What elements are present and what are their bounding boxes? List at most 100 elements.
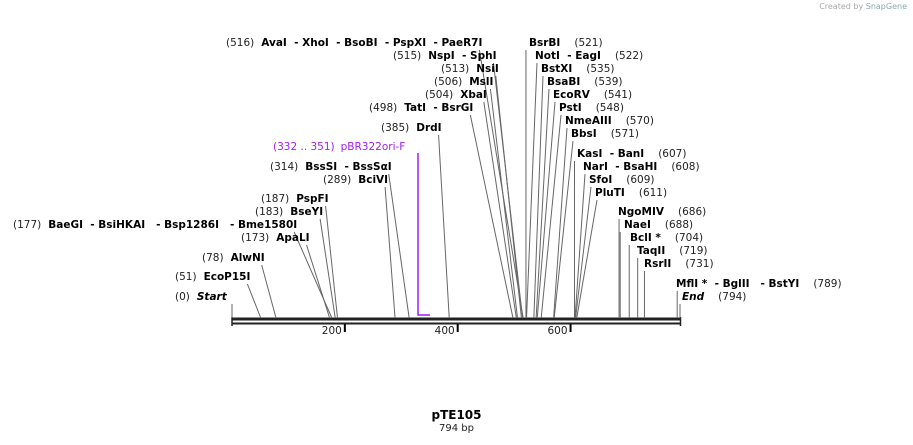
enzyme-names: PluTI [595,187,625,199]
enzyme-names: TatI - BsrGI [404,102,473,114]
site-label[interactable]: (515) NspI - SphI [393,50,496,62]
site-connector [438,134,450,319]
enzyme-names: BclI * [630,232,661,244]
site-label[interactable]: NmeAIII (570) [565,115,654,127]
site-label[interactable]: PluTI (611) [595,187,667,199]
site-label[interactable]: (516) AvaI - XhoI - BsoBI - PspXI - PaeR7… [226,37,482,49]
site-label[interactable]: (513) NsiI [441,63,499,75]
site-label[interactable]: (289) BciVI [323,174,388,186]
enzyme-names: End [682,291,705,303]
restriction-site[interactable]: NmeAIII (570) [553,115,654,319]
enzyme-names: BbsI [571,128,597,140]
restriction-site[interactable]: BbsI (571) [553,128,639,319]
primer-mark[interactable] [417,153,431,316]
restriction-site[interactable]: (385) DrdI [381,122,450,319]
site-label[interactable]: (0) Start [175,291,228,303]
enzyme-names: NspI - SphI [428,50,496,62]
site-position: (570) [626,115,654,127]
restriction-site[interactable]: (516) AvaI - XhoI - BsoBI - PspXI - PaeR7… [226,37,524,319]
site-position: (504) [425,89,453,101]
site-label[interactable]: (187) PspFI [261,193,329,205]
site-label[interactable]: (314) BssSI - BssSαI [270,161,392,173]
restriction-site[interactable]: MflI * - BglII - BstYI (789) [676,278,842,318]
site-position: (704) [675,232,703,244]
site-label[interactable]: (506) MslI [434,76,493,88]
site-label[interactable]: RsrII (731) [644,258,714,270]
site-label[interactable]: PstI (548) [559,102,624,114]
site-label[interactable]: End (794) [682,291,746,303]
site-label[interactable]: (173) ApaLI [241,232,310,244]
enzyme-names: BseYI [290,206,323,218]
restriction-site[interactable]: TaqII (719) [637,245,707,318]
site-position: (522) [615,50,643,62]
enzyme-names: BssSI - BssSαI [305,161,391,173]
site-label[interactable]: NotI - EagI (522) [535,50,643,62]
enzyme-names: BaeGI - BsiHKAI - Bsp1286I - Bme1580I [48,219,297,231]
site-position: (521) [574,37,602,49]
site-label[interactable]: (177) BaeGI - BsiHKAI - Bsp1286I - Bme158… [13,219,297,231]
site-position: (506) [434,76,462,88]
site-label[interactable]: BclI * (704) [630,232,703,244]
site-label[interactable]: EcoRV (541) [553,89,632,101]
site-label[interactable]: MflI * - BglII - BstYI (789) [676,278,842,290]
restriction-site[interactable]: (513) NsiI [441,63,522,319]
restriction-site[interactable]: (504) XbaI [425,89,517,319]
site-label[interactable]: (183) BseYI [255,206,323,218]
site-label[interactable]: (78) AlwNI [202,252,265,264]
restriction-site[interactable]: BclI * (704) [628,232,703,318]
restriction-site[interactable]: RsrII (731) [643,258,714,318]
enzyme-names: MflI * - BglII - BstYI [676,278,799,290]
restriction-site[interactable]: End (794) [679,291,746,318]
primer-label[interactable]: (332 .. 351) pBR322ori-F [273,141,405,153]
restriction-site[interactable]: BsaBI (539) [535,76,622,319]
restriction-site[interactable]: (51) EcoP15I [175,271,262,319]
enzyme-names: AlwNI [231,252,265,264]
enzyme-names: NaeI [624,219,651,231]
restriction-site[interactable]: NarI - BsaHI (608) [574,161,700,319]
site-label[interactable]: (385) DrdI [381,122,442,134]
restriction-site[interactable]: (0) Start [175,291,233,318]
restriction-site[interactable]: SfoI (609) [575,174,655,319]
restriction-site[interactable]: (187) PspFI [261,193,339,319]
site-position: (609) [626,174,654,186]
restriction-site[interactable]: (173) ApaLI [241,232,331,319]
site-label[interactable]: NgoMIV (686) [618,206,706,218]
site-label[interactable]: (498) TatI - BsrGI [369,102,473,114]
site-label[interactable]: TaqII (719) [637,245,707,257]
restriction-site[interactable]: (183) BseYI [255,206,336,319]
enzyme-names: NmeAIII [565,115,612,127]
restriction-site[interactable]: (506) MslI [434,76,518,319]
restriction-site[interactable]: KasI - BanI (607) [573,148,686,318]
site-label[interactable]: BsaBI (539) [547,76,622,88]
site-label[interactable]: BbsI (571) [571,128,639,140]
site-label[interactable]: NaeI (688) [624,219,693,231]
site-position: (719) [679,245,707,257]
site-connector [526,62,538,319]
site-label[interactable]: BstXI (535) [541,63,615,75]
restriction-site[interactable]: PstI (548) [540,102,624,319]
site-label[interactable]: NarI - BsaHI (608) [583,161,700,173]
restriction-site[interactable]: PluTI (611) [576,187,667,319]
restriction-site[interactable]: (314) BssSI - BssSαI [270,161,410,319]
site-label[interactable]: KasI - BanI (607) [577,148,686,160]
restriction-site[interactable]: (515) NspI - SphI [393,50,524,319]
site-label[interactable]: (504) XbaI [425,89,487,101]
restriction-site[interactable]: (289) BciVI [323,174,396,319]
restriction-site[interactable]: BstXI (535) [533,63,615,319]
restriction-site[interactable]: (78) AlwNI [202,252,277,319]
restriction-site[interactable]: NotI - EagI (522) [526,50,644,319]
restriction-site[interactable]: NgoMIV (686) [618,206,706,318]
site-position: (289) [323,174,351,186]
restriction-site[interactable]: EcoRV (541) [536,89,632,319]
restriction-site[interactable]: (498) TatI - BsrGI [369,102,514,319]
restriction-site[interactable]: BsrBI (521) [525,37,603,318]
site-connector [384,186,396,319]
site-label[interactable]: SfoI (609) [589,174,655,186]
enzyme-names: PspFI [296,193,328,205]
site-connector [574,173,586,319]
site-connector [533,75,544,319]
restriction-site[interactable]: NaeI (688) [619,219,693,318]
site-label[interactable]: (51) EcoP15I [175,271,250,283]
site-position: (177) [13,219,41,231]
site-label[interactable]: BsrBI (521) [529,37,603,49]
